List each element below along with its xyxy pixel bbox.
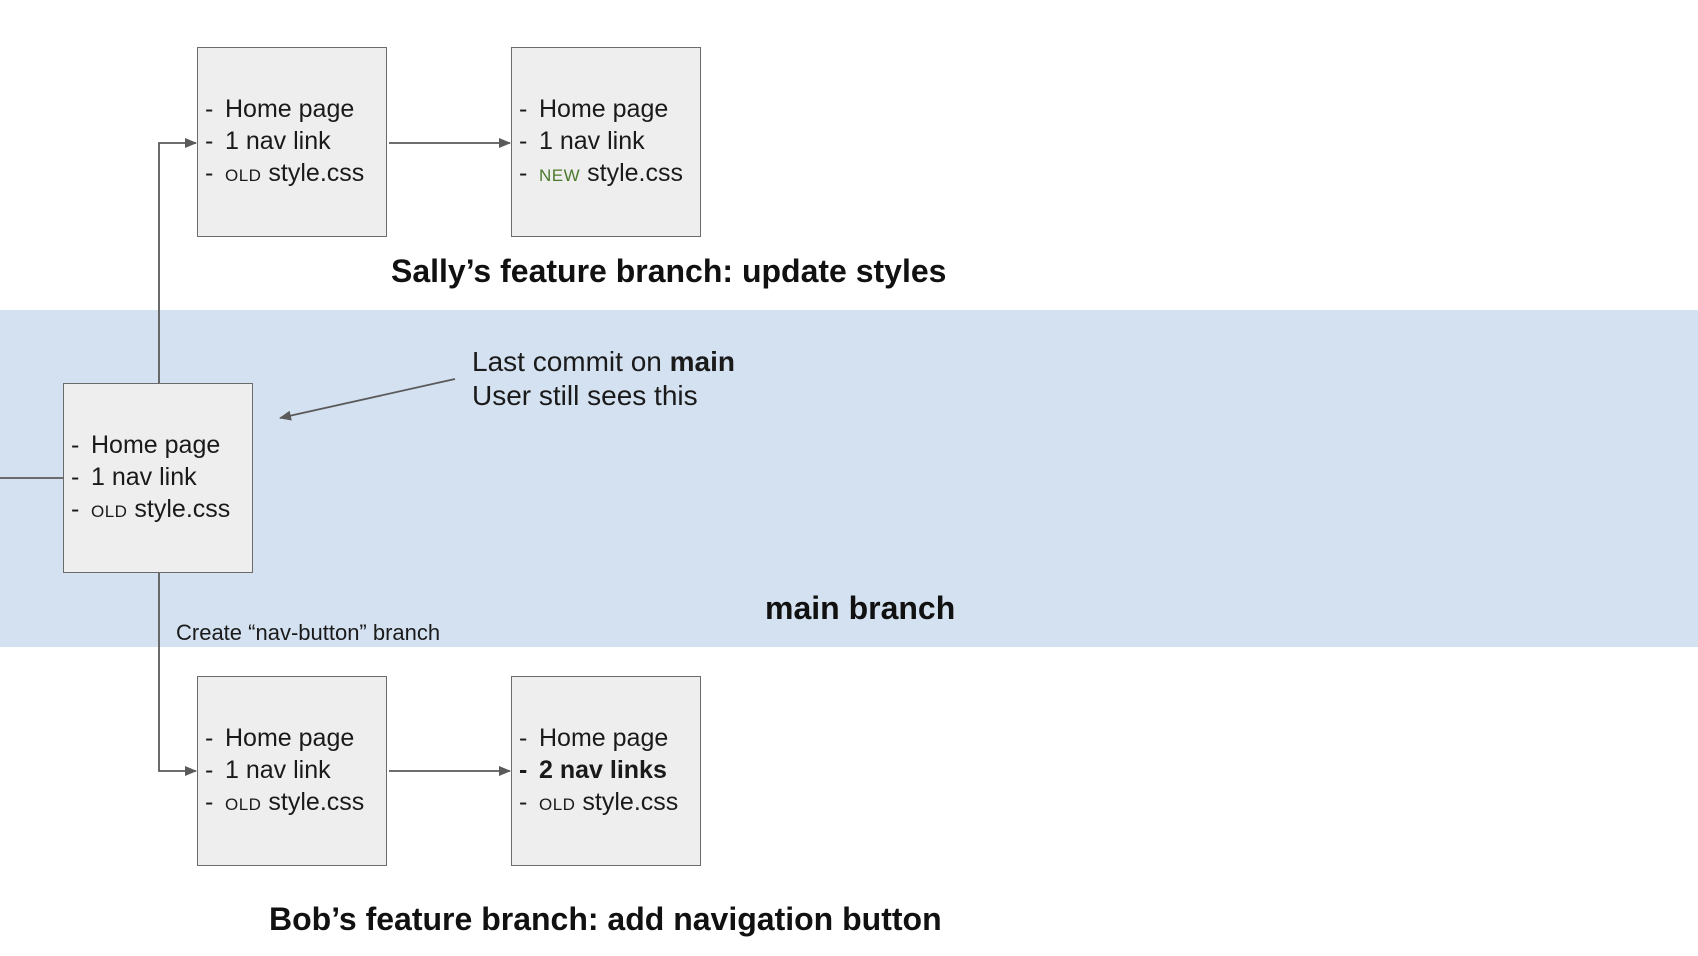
commit-line-changed: -2 nav links [519, 755, 667, 784]
sally-commit-1-box: - Home page -1 nav link - OLD style.css [197, 47, 387, 237]
css-version-tag-new: NEW [539, 165, 581, 185]
commit-line-css: - OLD style.css [205, 787, 365, 816]
commit-line: - Home page [205, 723, 355, 752]
main-branch-band [0, 310, 1698, 647]
main-commit-box: - Home page -1 nav link - OLD style.css [63, 383, 253, 573]
commit-line-css: - OLD style.css [519, 787, 679, 816]
sally-branch-connector [158, 138, 197, 383]
bob-branch-connector [158, 573, 197, 776]
bob-commit-2-box: - Home page -2 nav links - OLD style.css [511, 676, 701, 866]
css-version-tag: OLD [225, 165, 262, 185]
annotation-line-1: Last commit on main [472, 346, 735, 377]
commit-line: - Home page [519, 723, 669, 752]
create-branch-label: Create “nav-button” branch [176, 620, 441, 645]
annotation-arrow [279, 378, 456, 421]
bob-commit-1-box: - Home page -1 nav link - OLD style.css [197, 676, 387, 866]
css-version-tag: OLD [225, 794, 262, 814]
css-version-tag: OLD [91, 501, 128, 521]
commit-line: -1 nav link [205, 755, 331, 784]
commit-line-css: - OLD style.css [205, 158, 365, 187]
commit-line: -1 nav link [519, 126, 645, 155]
commit-line: - Home page [71, 430, 221, 459]
commit-line: - Home page [205, 94, 355, 123]
css-version-tag: OLD [539, 794, 576, 814]
annotation-line-2: User still sees this [472, 380, 698, 411]
commit-line: -1 nav link [205, 126, 331, 155]
main-annotation: Last commit on main User still sees this [472, 345, 735, 413]
bob-branch-label: Bob’s feature branch: add navigation but… [269, 901, 942, 937]
sally-branch-label: Sally’s feature branch: update styles [391, 253, 947, 289]
main-branch-label: main branch [765, 590, 956, 626]
commit-line-css: - OLD style.css [71, 494, 231, 523]
commit-line: -1 nav link [71, 462, 197, 491]
commit-line-css: - NEW style.css [519, 158, 683, 187]
commit-line: - Home page [519, 94, 669, 123]
sally-commit-2-box: - Home page -1 nav link - NEW style.css [511, 47, 701, 237]
